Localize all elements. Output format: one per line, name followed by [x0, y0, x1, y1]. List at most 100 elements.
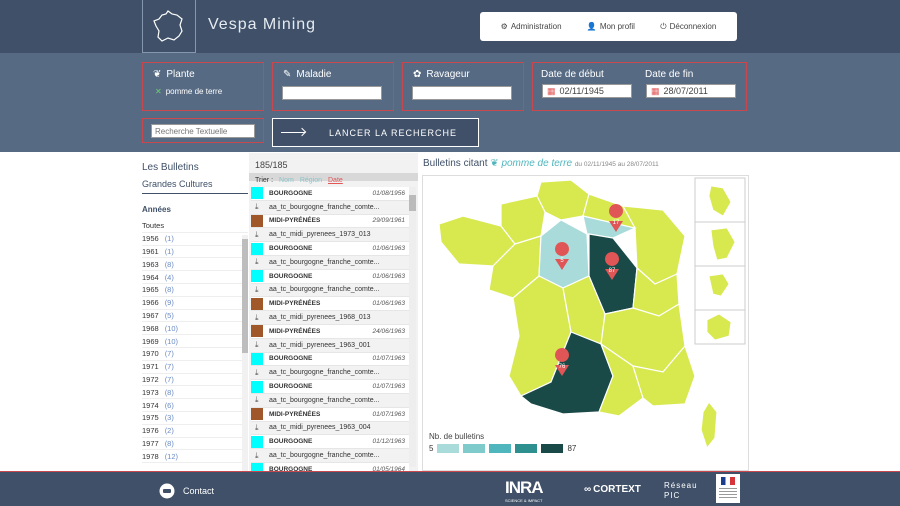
- france-logo[interactable]: [142, 0, 196, 53]
- region-paca: [632, 344, 696, 407]
- download-icon[interactable]: ⤓: [255, 229, 259, 239]
- download-icon[interactable]: ⤓: [255, 450, 259, 460]
- marker-76[interactable]: 76: [555, 348, 570, 376]
- bulletin-region: MIDI-PYRÉNÉES: [269, 327, 321, 335]
- bulletin-file[interactable]: ⤓ aa_tc_bourgogne_franche_comte...: [251, 393, 409, 408]
- inra-logo[interactable]: INRA SCIENCE & IMPACT: [505, 478, 544, 503]
- bulletin-header[interactable]: BOURGOGNE 01/06/1963: [251, 269, 409, 284]
- year-item[interactable]: 1965 (8): [142, 284, 248, 297]
- bulletin-filename: aa_tc_midi_pyrenees_1963_004: [269, 424, 371, 432]
- maladie-input[interactable]: [282, 86, 382, 100]
- download-icon[interactable]: ⤓: [255, 312, 259, 322]
- sidebar-subtitle[interactable]: Grandes Cultures: [142, 179, 213, 189]
- year-item[interactable]: 1978 (12): [142, 450, 248, 464]
- bulletin-file[interactable]: ⤓ aa_tc_bourgogne_franche_comte...: [251, 449, 409, 463]
- year-item[interactable]: 1973 (8): [142, 386, 248, 400]
- bulletin-header[interactable]: BOURGOGNE 01/05/1964: [251, 462, 409, 471]
- header: Vespa Mining ⚙ Administration 👤 Mon profil…: [0, 0, 900, 53]
- bulletin-date: 01/12/1963: [372, 438, 405, 446]
- map-title: Bulletins citant ❦ pomme de terre du 02/…: [423, 158, 659, 169]
- date-debut-input[interactable]: ▦ 02/11/1945: [542, 84, 632, 98]
- year-label: 1970: [142, 349, 159, 359]
- bulletin-file[interactable]: ⤓ aa_tc_midi_pyrenees_1973_013: [251, 228, 409, 243]
- map-container[interactable]: 17 5 87 76 Nb. de bulletins 5 87: [422, 175, 749, 471]
- bulletin-file[interactable]: ⤓ aa_tc_bourgogne_franche_comte...: [251, 255, 409, 270]
- bulletin-file[interactable]: ⤓ aa_tc_midi_pyrenees_1963_004: [251, 421, 409, 436]
- bulletin-header[interactable]: BOURGOGNE 01/07/1963: [251, 352, 409, 367]
- ravageur-input[interactable]: [412, 86, 512, 100]
- year-item[interactable]: 1967 (5): [142, 310, 248, 323]
- text-search-input[interactable]: [151, 124, 255, 138]
- profile-link[interactable]: 👤 Mon profil: [587, 22, 635, 31]
- year-item[interactable]: 1969 (10): [142, 335, 248, 348]
- download-icon[interactable]: ⤓: [255, 340, 259, 350]
- year-item[interactable]: 1968 (10): [142, 322, 248, 336]
- year-item[interactable]: 1976 (2): [142, 425, 248, 438]
- bulletin-date: 01/07/1963: [372, 383, 405, 391]
- cortext-logo[interactable]: ∞ CORTEXT: [584, 484, 641, 495]
- download-icon[interactable]: ⤓: [255, 395, 259, 405]
- bulletin-header[interactable]: MIDI-PYRÉNÉES 01/06/1963: [251, 297, 409, 312]
- year-item[interactable]: 1963 (8): [142, 258, 248, 272]
- download-icon[interactable]: ⤓: [255, 284, 259, 294]
- year-item[interactable]: 1971 (7): [142, 361, 248, 374]
- bulletin-header[interactable]: BOURGOGNE 01/06/1963: [251, 242, 409, 256]
- year-item[interactable]: 1964 (4): [142, 271, 248, 284]
- region-swatch: [251, 242, 263, 255]
- map-markers: 17 5 87 76: [555, 204, 624, 376]
- launch-search-button[interactable]: LANCER LA RECHERCHE: [272, 118, 479, 147]
- bulletin-file[interactable]: ⤓ aa_tc_midi_pyrenees_1963_001: [251, 338, 409, 353]
- bulletin-header[interactable]: BOURGOGNE 01/12/1963: [251, 435, 409, 450]
- download-icon[interactable]: ⤓: [255, 202, 259, 212]
- download-icon[interactable]: ⤓: [255, 367, 259, 377]
- contact-link[interactable]: Contact: [159, 483, 214, 499]
- bulletin-header[interactable]: MIDI-PYRÉNÉES 29/09/1961: [251, 214, 409, 229]
- year-item[interactable]: 1974 (6): [142, 399, 248, 412]
- reseau-pic-logo[interactable]: Réseau PIC: [664, 481, 698, 501]
- download-icon[interactable]: ⤓: [255, 422, 259, 432]
- profile-label: Mon profil: [599, 22, 635, 31]
- year-item[interactable]: 1975 (3): [142, 412, 248, 425]
- marker-5[interactable]: 5: [555, 242, 570, 270]
- legend-swatch: [489, 444, 512, 453]
- sort-nom[interactable]: Nom: [279, 177, 294, 184]
- bulletin-header[interactable]: MIDI-PYRÉNÉES 24/06/1963: [251, 324, 409, 339]
- year-item[interactable]: 1970 (7): [142, 348, 248, 361]
- marker-17[interactable]: 17: [609, 204, 624, 232]
- sort-date[interactable]: Date: [328, 177, 343, 184]
- svg-text:5: 5: [560, 258, 564, 264]
- dom-guyane: [710, 227, 736, 261]
- list-scrollbar[interactable]: [409, 187, 416, 467]
- republique-francaise-logo[interactable]: [716, 474, 740, 503]
- year-label: 1966: [142, 298, 159, 308]
- bulletin-header[interactable]: MIDI-PYRÉNÉES 01/07/1963: [251, 407, 409, 422]
- year-item[interactable]: 1966 (9): [142, 297, 248, 310]
- years-scrollbar[interactable]: [242, 235, 248, 471]
- scroll-thumb[interactable]: [409, 195, 416, 211]
- launch-label: LANCER LA RECHERCHE: [329, 127, 458, 138]
- sort-region[interactable]: Région: [299, 177, 322, 184]
- marker-87[interactable]: 87: [605, 252, 620, 280]
- france-choropleth[interactable]: 17 5 87 76: [423, 176, 750, 472]
- bulletin-file[interactable]: ⤓ aa_tc_midi_pyrenees_1968_013: [251, 311, 409, 325]
- remove-icon[interactable]: ✕: [155, 87, 162, 96]
- download-icon[interactable]: ⤓: [255, 257, 259, 267]
- bulletin-file[interactable]: ⤓ aa_tc_bourgogne_franche_comte...: [251, 283, 409, 298]
- admin-link[interactable]: ⚙ Administration: [501, 22, 562, 31]
- year-item[interactable]: 1956 (1): [142, 233, 248, 246]
- bulletin-filename: aa_tc_midi_pyrenees_1968_013: [269, 314, 371, 322]
- date-fin-input[interactable]: ▦ 28/07/2011: [646, 84, 736, 98]
- year-item[interactable]: 1972 (7): [142, 374, 248, 387]
- year-count: (12): [164, 451, 179, 461]
- year-all[interactable]: Toutes: [142, 220, 248, 233]
- bulletin-header[interactable]: BOURGOGNE 01/08/1956: [251, 187, 409, 201]
- plante-label: Plante: [166, 69, 195, 80]
- year-item[interactable]: 1961 (1): [142, 246, 248, 259]
- bulletin-file[interactable]: ⤓ aa_tc_bourgogne_franche_comte...: [251, 200, 409, 215]
- plante-chip[interactable]: ✕ pomme de terre: [155, 87, 222, 96]
- bulletin-header[interactable]: BOURGOGNE 01/07/1963: [251, 380, 409, 394]
- scroll-thumb[interactable]: [242, 239, 248, 353]
- bulletin-file[interactable]: ⤓ aa_tc_bourgogne_franche_comte...: [251, 366, 409, 381]
- year-item[interactable]: 1977 (8): [142, 438, 248, 451]
- logout-link[interactable]: ⏻ Déconnexion: [660, 22, 716, 32]
